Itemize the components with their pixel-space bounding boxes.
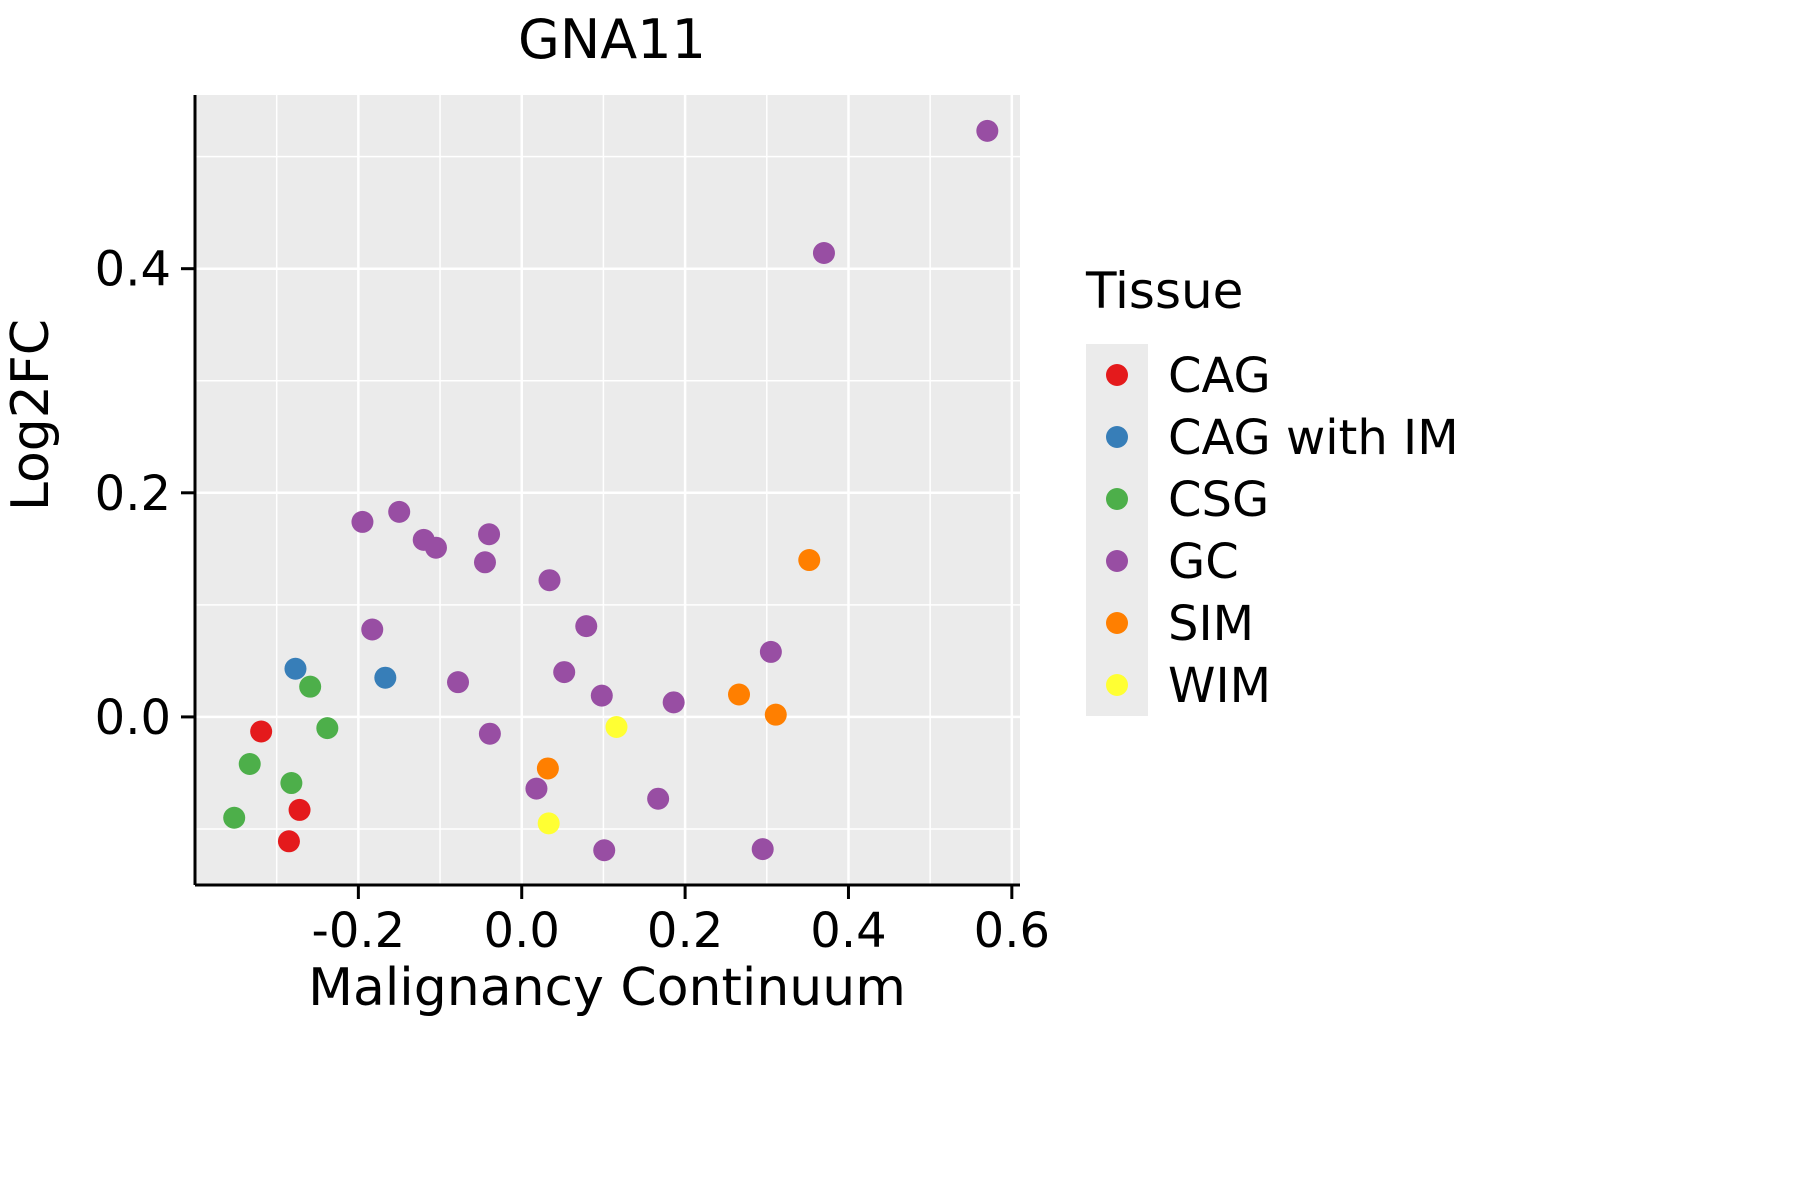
axis-layer: -0.2 0.0 0.2 0.4 0.6 0.0 0.2 0.4 xyxy=(95,95,1050,959)
x-tick-label: 0.2 xyxy=(647,903,723,959)
legend-key-dot-csg xyxy=(1106,488,1128,510)
data-point-gc xyxy=(812,242,835,264)
data-point-gc xyxy=(553,661,576,684)
legend-label: GC xyxy=(1168,534,1239,590)
data-point-gc xyxy=(473,551,496,574)
y-tick-label: 0.2 xyxy=(95,466,171,522)
legend-layer: CAG CAG with IM CSG GC SIM WIM xyxy=(1086,344,1459,716)
panel-layer xyxy=(195,95,1020,885)
data-point-csg xyxy=(299,675,322,698)
data-point-gc xyxy=(478,523,501,546)
legend-title: Tissue xyxy=(1085,262,1243,320)
data-point-cag-with-im xyxy=(284,657,307,680)
data-point-gc xyxy=(759,640,782,663)
data-point-csg xyxy=(223,806,246,829)
data-point-gc xyxy=(361,618,384,641)
data-point-gc xyxy=(647,787,670,810)
legend-label: CAG xyxy=(1168,348,1271,404)
legend-label: SIM xyxy=(1168,596,1254,652)
data-point-gc xyxy=(976,119,999,142)
x-axis-label: Malignancy Continuum xyxy=(308,958,906,1018)
data-point-gc xyxy=(351,510,374,533)
data-point-gc xyxy=(538,569,561,592)
x-tick-label: 0.0 xyxy=(484,903,560,959)
legend-label: CAG with IM xyxy=(1168,410,1459,466)
data-point-csg xyxy=(316,717,339,740)
legend-key-dot-cag xyxy=(1106,364,1128,386)
legend-label: WIM xyxy=(1168,658,1271,714)
data-point-gc xyxy=(447,671,470,694)
points-layer xyxy=(223,119,999,862)
data-point-cag xyxy=(277,830,300,853)
data-point-gc xyxy=(593,839,616,862)
data-point-cag xyxy=(288,798,311,821)
data-point-gc xyxy=(590,684,613,707)
data-point-sim xyxy=(536,757,559,780)
legend-key-dot-gc xyxy=(1106,550,1128,572)
legend-label: CSG xyxy=(1168,472,1269,528)
data-point-gc xyxy=(575,615,598,638)
data-point-csg xyxy=(238,752,261,775)
data-point-cag-with-im xyxy=(374,666,397,689)
legend-key-dot-cag-with-im xyxy=(1106,426,1128,448)
y-tick-label: 0.4 xyxy=(95,242,171,298)
plot-panel xyxy=(195,95,1020,885)
legend-key-dot-sim xyxy=(1106,612,1128,634)
data-point-wim xyxy=(537,812,560,835)
data-point-sim xyxy=(798,549,821,572)
data-point-gc xyxy=(662,691,685,714)
legend-key-dot-wim xyxy=(1106,674,1128,696)
data-point-gc xyxy=(525,777,548,800)
data-point-gc xyxy=(388,500,411,523)
data-point-gc xyxy=(478,722,501,745)
data-point-gc xyxy=(751,838,774,861)
x-tick-label: 0.4 xyxy=(810,903,886,959)
data-point-csg xyxy=(280,772,303,795)
chart-title: GNA11 xyxy=(518,8,706,71)
data-point-cag xyxy=(250,720,273,743)
data-point-sim xyxy=(728,683,751,706)
y-tick-label: 0.0 xyxy=(95,690,171,746)
data-point-wim xyxy=(605,716,628,738)
x-tick-label: 0.6 xyxy=(974,903,1050,959)
data-point-sim xyxy=(764,703,787,726)
x-tick-label: -0.2 xyxy=(312,903,406,959)
data-point-gc xyxy=(424,536,447,559)
y-axis-label: Log2FC xyxy=(1,319,61,511)
grid-layer xyxy=(195,95,1020,885)
